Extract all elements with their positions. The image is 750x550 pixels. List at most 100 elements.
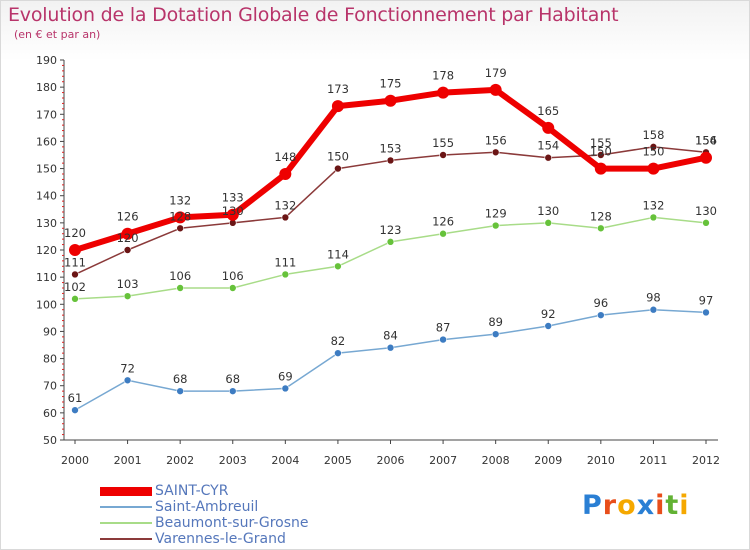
data-label: 173 — [327, 82, 349, 96]
data-point — [386, 343, 395, 352]
data-point — [439, 335, 447, 344]
data-label: 123 — [380, 223, 402, 237]
data-label: 154 — [537, 139, 559, 153]
data-label: 132 — [169, 193, 191, 207]
data-label: 114 — [327, 247, 349, 261]
data-label: 120 — [64, 226, 86, 240]
data-label: 128 — [169, 209, 191, 223]
logo-letter: t — [665, 490, 680, 521]
logo-letter: i — [679, 490, 690, 521]
data-label: 175 — [380, 77, 402, 91]
data-point — [279, 168, 292, 180]
series-saint-cyr — [69, 83, 712, 256]
data-label: 155 — [590, 136, 612, 150]
data-point — [176, 224, 184, 233]
y-tick-label: 90 — [43, 325, 57, 338]
data-point — [597, 151, 605, 159]
data-label: 61 — [68, 391, 83, 405]
y-tick-label: 110 — [36, 271, 57, 284]
data-label: 82 — [331, 334, 346, 348]
data-label: 68 — [225, 372, 240, 386]
data-point — [649, 143, 658, 151]
legend-label: Saint-Ambreuil — [155, 499, 259, 515]
data-point — [489, 83, 502, 96]
y-tick-label: 190 — [36, 54, 57, 67]
x-tick-label: 2009 — [534, 454, 562, 467]
data-point — [121, 227, 134, 240]
data-label: 150 — [327, 150, 349, 164]
data-point — [281, 384, 290, 393]
data-label: 132 — [274, 198, 296, 212]
x-tick-label: 2011 — [639, 454, 667, 467]
data-point — [649, 305, 658, 314]
y-tick-label: 100 — [36, 298, 57, 311]
data-label: 84 — [383, 329, 398, 343]
data-label: 89 — [488, 315, 503, 329]
data-point — [226, 208, 239, 221]
data-label: 178 — [432, 69, 454, 83]
legend-swatch — [100, 538, 152, 540]
series-varennes-le-grand — [71, 143, 710, 279]
data-point — [597, 224, 605, 233]
data-point — [384, 94, 397, 107]
data-point — [123, 292, 132, 300]
data-point — [281, 270, 290, 279]
data-point — [597, 311, 605, 319]
data-point — [439, 229, 447, 238]
data-label: 102 — [64, 280, 86, 294]
data-point — [702, 219, 710, 227]
data-point — [176, 284, 184, 292]
data-point — [69, 244, 81, 256]
series-line-saint-ambreuil — [74, 308, 707, 411]
logo-letter: o — [617, 490, 637, 521]
data-point — [542, 121, 555, 134]
x-tick-label: 2005 — [324, 454, 352, 467]
data-point — [649, 213, 658, 222]
data-label: 106 — [222, 269, 244, 283]
x-tick-label: 2012 — [692, 454, 720, 467]
data-label: 97 — [699, 293, 714, 307]
logo-letter: i — [655, 490, 666, 521]
x-tick-label: 2001 — [114, 454, 142, 467]
data-point — [281, 213, 290, 222]
data-label: 150 — [590, 145, 612, 159]
data-label: 103 — [117, 277, 139, 291]
data-point — [71, 270, 79, 279]
logo-letter: P — [582, 490, 603, 521]
data-label: 111 — [274, 255, 296, 269]
data-point — [544, 322, 553, 330]
data-label: 68 — [173, 372, 188, 386]
y-tick-label: 50 — [43, 434, 57, 447]
legend-label: Varennes-le-Grand — [155, 531, 286, 547]
data-point — [174, 211, 187, 224]
legend-swatch — [100, 522, 152, 524]
data-label: 126 — [117, 210, 139, 224]
data-label: 156 — [695, 133, 717, 147]
data-label: 98 — [646, 291, 661, 305]
data-label: 72 — [120, 361, 135, 375]
data-point — [544, 219, 553, 227]
data-point — [228, 387, 237, 395]
legend-swatch — [100, 506, 152, 508]
series-beaumont-sur-grosne — [71, 213, 710, 303]
data-point — [386, 156, 395, 165]
data-label: 132 — [642, 198, 664, 212]
data-label: 130 — [222, 204, 244, 218]
data-point — [334, 262, 342, 271]
data-label: 133 — [222, 191, 244, 205]
x-tick-label: 2008 — [482, 454, 510, 467]
chart-subtitle: (en € et par an) — [14, 28, 101, 41]
line-chart: 50 60 70 80 90 100 110 120 130 140 150 160 170 180 190… — [36, 54, 720, 467]
logo-letter: x — [636, 490, 656, 521]
data-label: 129 — [485, 207, 507, 221]
chart-title: Evolution de la Dotation Globale de Fonc… — [8, 4, 619, 26]
y-tick-label: 150 — [36, 163, 57, 176]
data-labels-layer: 61 72 68 68 69 82 84 87 89 92 96 98 97 102 103 106 106 11… — [64, 66, 717, 405]
data-label: 126 — [432, 215, 454, 229]
data-point — [647, 162, 660, 175]
data-point — [437, 86, 450, 99]
data-label: 158 — [642, 128, 664, 142]
y-tick-label: 160 — [36, 135, 57, 148]
series-layer — [69, 83, 712, 414]
x-tick-label: 2007 — [429, 454, 457, 467]
